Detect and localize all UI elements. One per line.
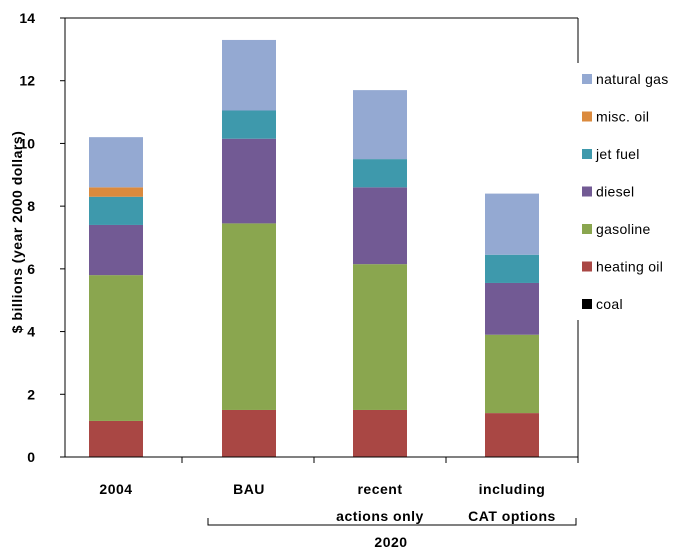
bar-heating-oil-3 (485, 413, 539, 457)
group-label: 2020 (374, 534, 407, 550)
legend-label-gasoline: gasoline (596, 221, 651, 237)
group-bracket (207, 518, 577, 526)
x-category-label-2-1: actions only (336, 508, 424, 524)
y-tick-label-7: 14 (19, 10, 35, 26)
bar-natural-gas-2 (353, 90, 407, 160)
bar-jet-fuel-1 (222, 110, 276, 139)
bar-diesel-1 (222, 138, 276, 224)
y-tick-label-1: 2 (27, 386, 35, 402)
x-category-label-2-0: recent (357, 481, 402, 497)
y-axis: 0 2 4 6 8 10 12 14 (19, 10, 65, 465)
legend-label-jet-fuel: jet fuel (595, 146, 640, 162)
bar-jet-fuel-2 (353, 159, 407, 188)
legend-label-diesel: diesel (596, 184, 634, 200)
bar-diesel-0 (89, 224, 143, 276)
bar-diesel-3 (485, 282, 539, 335)
legend: natural gas misc. oil jet fuel diesel gasoli… (582, 71, 669, 312)
legend-swatch-coal (582, 299, 592, 309)
bar-jet-fuel-0 (89, 196, 143, 225)
y-axis-label: $ billions (year 2000 dollars) (9, 131, 25, 334)
bar-gasoline-3 (485, 334, 539, 414)
bar-diesel-2 (353, 187, 407, 265)
legend-swatch-heating-oil (582, 261, 592, 272)
legend-label-misc-oil: misc. oil (596, 109, 649, 125)
bar-natural-gas-0 (89, 137, 143, 188)
y-tick-label-6: 12 (19, 73, 35, 89)
bar-heating-oil-1 (222, 409, 276, 457)
legend-swatch-misc-oil (582, 111, 592, 122)
x-category-label-3-1: CAT options (468, 508, 556, 524)
legend-label-heating-oil: heating oil (596, 259, 663, 275)
bar-gasoline-1 (222, 223, 276, 410)
y-tick-label-3: 6 (27, 261, 35, 277)
y-tick-label-5: 10 (19, 135, 35, 151)
x-category-label-1-0: BAU (233, 481, 265, 497)
legend-swatch-gasoline (582, 224, 592, 234)
axis-lines (64, 17, 579, 463)
legend-label-natural-gas: natural gas (596, 71, 669, 87)
bar-gasoline-2 (353, 264, 407, 410)
bar-natural-gas-1 (222, 39, 276, 111)
x-category-label-0-0: 2004 (99, 481, 132, 497)
bar-gasoline-0 (89, 275, 143, 421)
x-axis-labels: 2004 BAU recent actions only including CAT op… (99, 481, 555, 524)
bars (89, 39, 539, 457)
legend-label-coal: coal (596, 296, 623, 312)
legend-swatch-diesel (582, 186, 592, 197)
y-tick-label-4: 8 (27, 198, 35, 214)
bar-natural-gas-3 (485, 193, 539, 255)
bar-misc-oil-0 (89, 187, 143, 197)
legend-swatch-jet-fuel (582, 149, 592, 159)
y-tick-label-2: 4 (27, 324, 35, 340)
y-tick-label-0: 0 (27, 449, 35, 465)
legend-swatch-natural-gas (582, 74, 592, 84)
bar-jet-fuel-3 (485, 254, 539, 283)
bar-heating-oil-0 (89, 420, 143, 457)
x-category-label-3-0: including (479, 481, 546, 497)
bar-heating-oil-2 (353, 409, 407, 457)
